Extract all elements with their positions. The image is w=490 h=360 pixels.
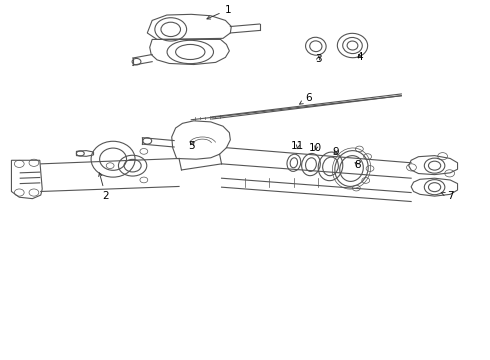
- Text: 11: 11: [291, 141, 304, 151]
- Text: 6: 6: [299, 93, 312, 104]
- Text: 5: 5: [188, 141, 195, 151]
- Text: 10: 10: [309, 143, 322, 153]
- Text: 7: 7: [441, 191, 454, 201]
- Text: 1: 1: [207, 5, 231, 19]
- Text: 3: 3: [315, 54, 321, 64]
- Text: 8: 8: [354, 160, 361, 170]
- Text: 2: 2: [98, 173, 109, 201]
- Text: 9: 9: [332, 147, 339, 157]
- Text: 4: 4: [357, 52, 363, 62]
